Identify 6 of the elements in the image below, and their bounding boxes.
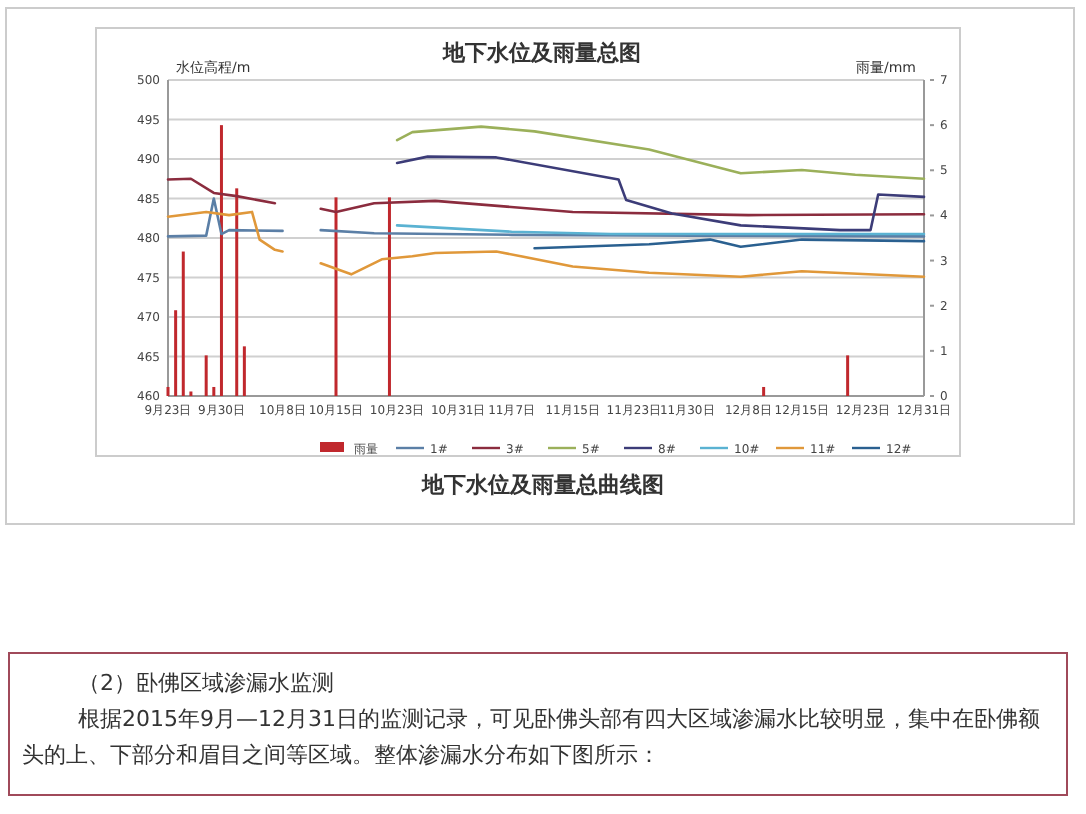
text: 地下水位及雨量总曲线图 bbox=[419, 470, 666, 500]
text: 根据2015年9月—12月31日的监测记录，可见卧佛头部有四大区域渗漏水比较明显，集中在卧佛额头的上、下部分和眉目之间等区域。整体渗漏水分布如下图所示： bbox=[22, 704, 1042, 772]
text: （2）卧佛区域渗漏水监测 bbox=[76, 668, 336, 700]
line-series bbox=[395, 155, 926, 232]
line-series bbox=[395, 125, 926, 181]
chart-title: 地下水位及雨量总图 bbox=[441, 40, 641, 66]
